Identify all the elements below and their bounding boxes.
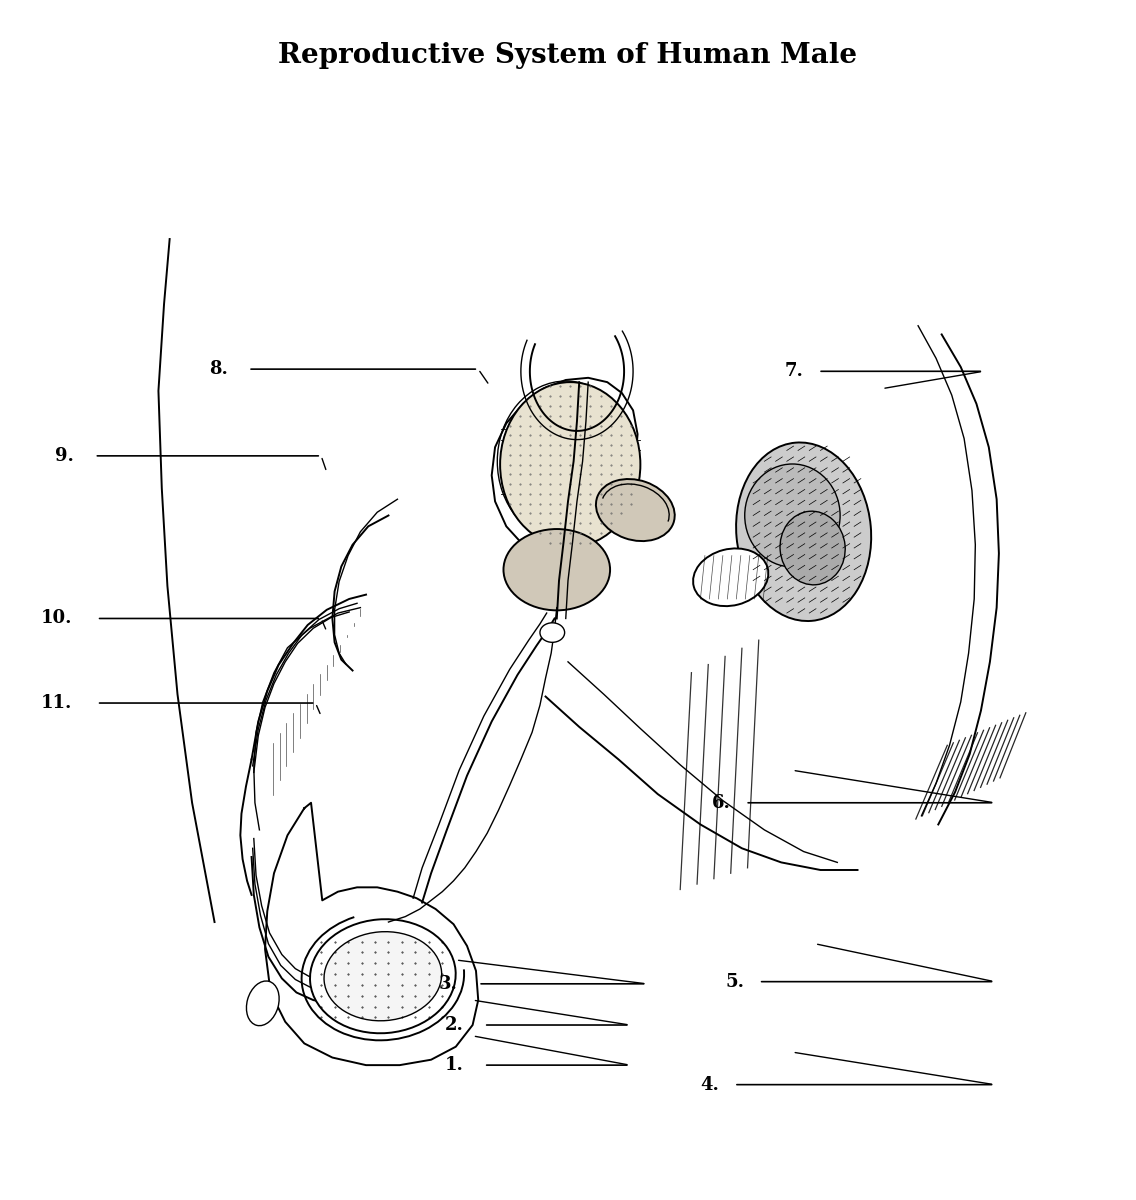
Ellipse shape <box>596 479 675 541</box>
Ellipse shape <box>247 980 279 1026</box>
Text: 5.: 5. <box>725 973 744 991</box>
Text: 4.: 4. <box>701 1075 719 1093</box>
Ellipse shape <box>500 382 641 547</box>
Ellipse shape <box>693 548 768 606</box>
Text: 7.: 7. <box>785 362 803 380</box>
Text: Reproductive System of Human Male: Reproductive System of Human Male <box>278 42 858 68</box>
Ellipse shape <box>745 464 841 566</box>
Text: 11.: 11. <box>41 694 72 712</box>
Ellipse shape <box>324 931 442 1021</box>
Ellipse shape <box>736 443 871 622</box>
Text: 2.: 2. <box>444 1016 463 1034</box>
Ellipse shape <box>780 511 845 584</box>
Text: 8.: 8. <box>209 360 228 378</box>
Text: 6.: 6. <box>711 793 730 811</box>
Ellipse shape <box>503 529 610 611</box>
Ellipse shape <box>540 623 565 642</box>
Text: 3.: 3. <box>438 974 458 992</box>
Text: 9.: 9. <box>56 446 74 464</box>
Text: 10.: 10. <box>41 610 72 628</box>
Ellipse shape <box>310 919 456 1033</box>
Text: 1.: 1. <box>444 1056 463 1074</box>
